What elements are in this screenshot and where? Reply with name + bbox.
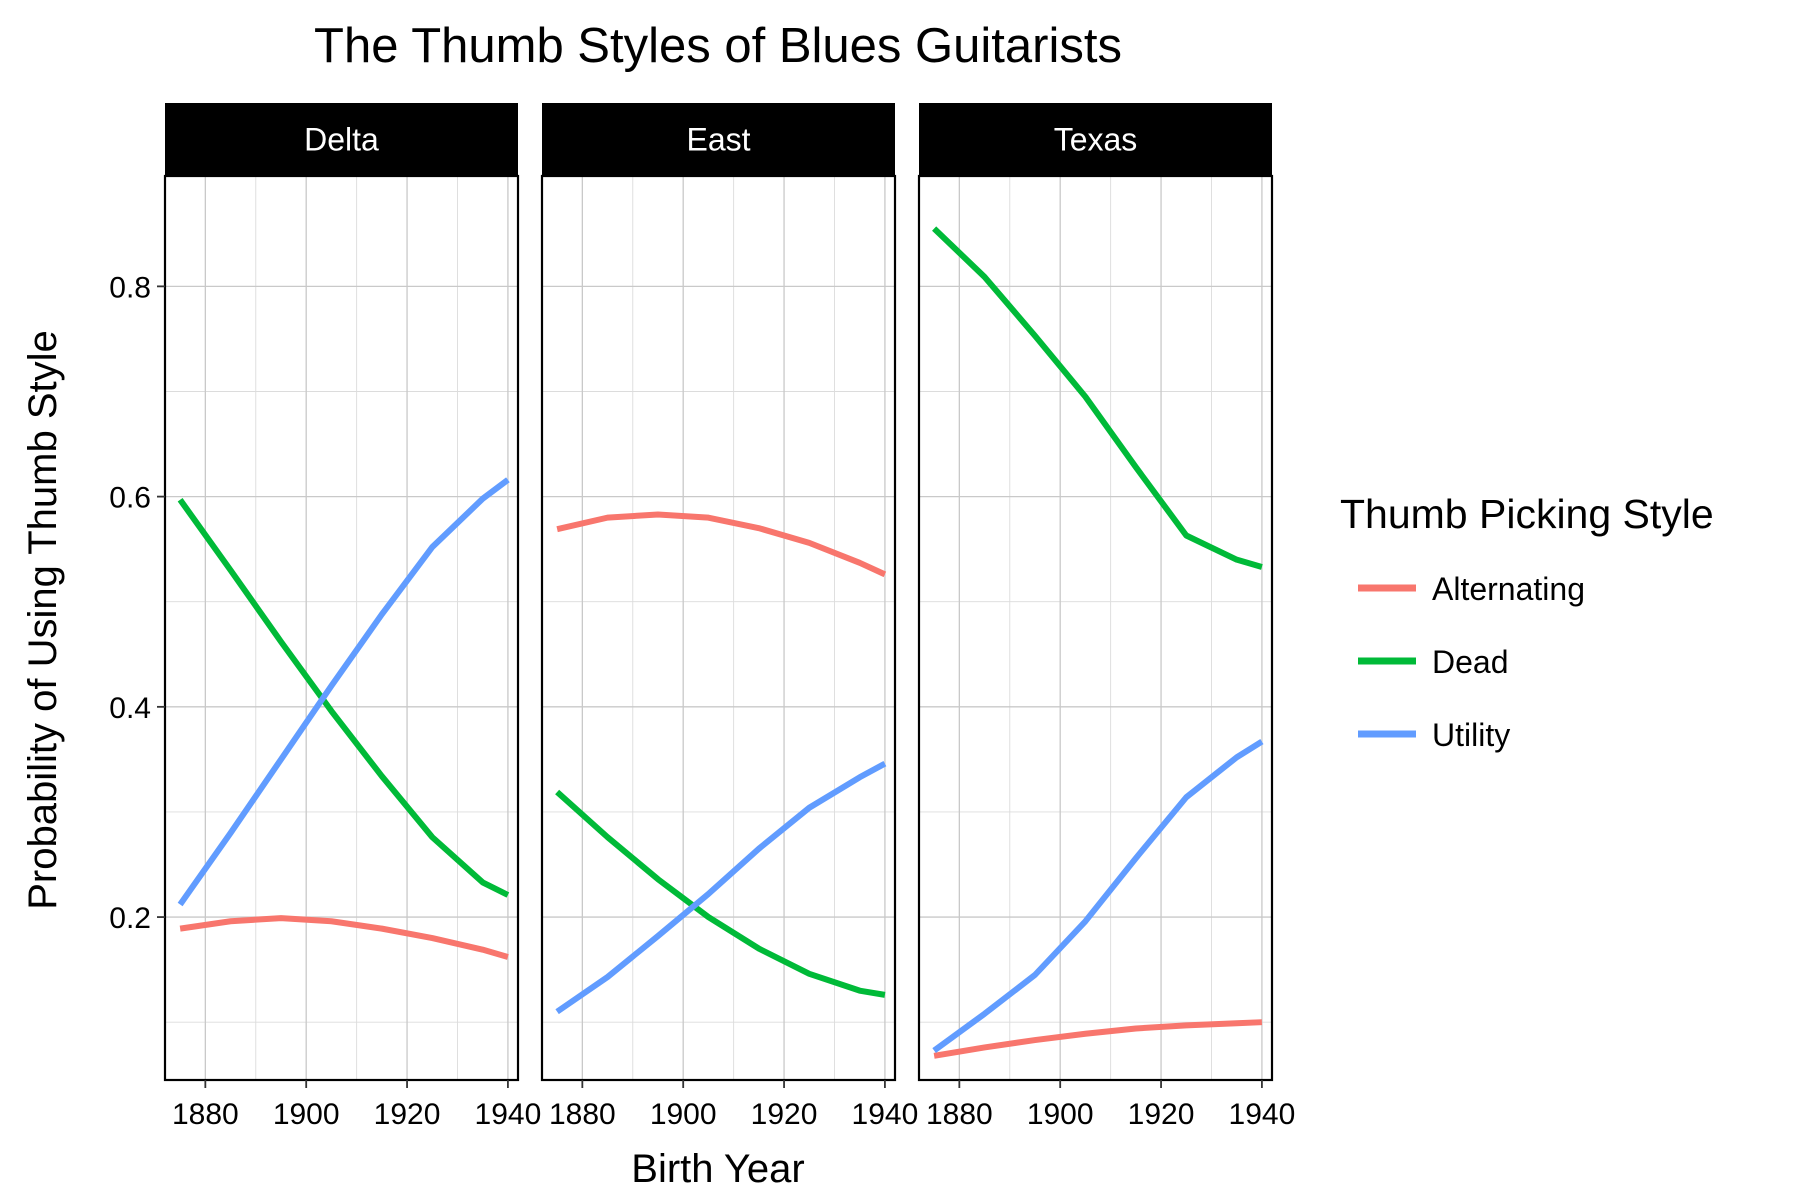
series-line-alternating bbox=[556, 511, 887, 578]
facet-panel-east: East 1880 1900 1920 1940 bbox=[540, 103, 919, 1131]
y-tick-label: 0.8 bbox=[109, 271, 151, 304]
legend-item-utility: Utility bbox=[1358, 717, 1510, 753]
legend-label: Alternating bbox=[1432, 571, 1585, 607]
series-line-dead bbox=[555, 789, 886, 998]
x-tick-label: 1920 bbox=[374, 1098, 441, 1131]
series-line-alternating bbox=[933, 1019, 1263, 1059]
facet-strip-east bbox=[542, 103, 895, 176]
legend: Thumb Picking Style Alternating Dead Utili… bbox=[1340, 491, 1714, 753]
series-line-utility bbox=[555, 760, 887, 1015]
legend-item-alternating: Alternating bbox=[1358, 571, 1585, 607]
x-tick-label: 1940 bbox=[1229, 1098, 1296, 1131]
panel-border bbox=[917, 174, 1274, 1082]
x-tick-label: 1940 bbox=[852, 1098, 919, 1131]
y-tick-label: 0.6 bbox=[109, 482, 151, 515]
facet-strip-label: Delta bbox=[304, 122, 379, 158]
facet-panels: Delta 1880 1900 1920 1940 0.2 0.4 0.6 0.8 East 188… bbox=[109, 103, 1295, 1131]
chart-title: The Thumb Styles of Blues Guitarists bbox=[314, 19, 1122, 73]
y-axis-title: Probability of Using Thumb Style bbox=[21, 330, 65, 910]
series-line-utility bbox=[932, 738, 1264, 1053]
series-line-dead bbox=[932, 226, 1263, 570]
x-tick-label: 1880 bbox=[549, 1098, 616, 1131]
panel-border bbox=[540, 174, 897, 1082]
series-line-utility bbox=[177, 477, 510, 907]
y-tick-label: 0.2 bbox=[109, 902, 151, 935]
series-line-dead bbox=[177, 498, 510, 898]
x-tick-label: 1880 bbox=[926, 1098, 993, 1131]
y-tick-label: 0.4 bbox=[109, 692, 151, 725]
legend-label: Dead bbox=[1432, 644, 1509, 680]
panel-border bbox=[163, 174, 520, 1082]
legend-item-dead: Dead bbox=[1358, 644, 1509, 680]
x-tick-label: 1900 bbox=[1027, 1098, 1094, 1131]
x-tick-label: 1920 bbox=[1128, 1098, 1195, 1131]
series-line-alternating bbox=[179, 915, 509, 960]
legend-title: Thumb Picking Style bbox=[1340, 491, 1714, 537]
x-tick-label: 1920 bbox=[751, 1098, 818, 1131]
x-axis-title: Birth Year bbox=[631, 1147, 804, 1191]
x-tick-label: 1880 bbox=[172, 1098, 239, 1131]
facet-strip-delta bbox=[165, 103, 518, 176]
facet-strip-label: East bbox=[686, 122, 750, 158]
facet-strip-texas bbox=[919, 103, 1272, 176]
x-tick-label: 1940 bbox=[475, 1098, 542, 1131]
x-tick-label: 1900 bbox=[273, 1098, 340, 1131]
facet-panel-delta: Delta 1880 1900 1920 1940 0.2 0.4 0.6 0.8 bbox=[109, 103, 541, 1131]
x-tick-label: 1900 bbox=[650, 1098, 717, 1131]
facet-strip-label: Texas bbox=[1054, 122, 1138, 158]
facet-panel-texas: Texas 1880 1900 1920 1940 bbox=[917, 103, 1296, 1131]
legend-label: Utility bbox=[1432, 717, 1510, 753]
